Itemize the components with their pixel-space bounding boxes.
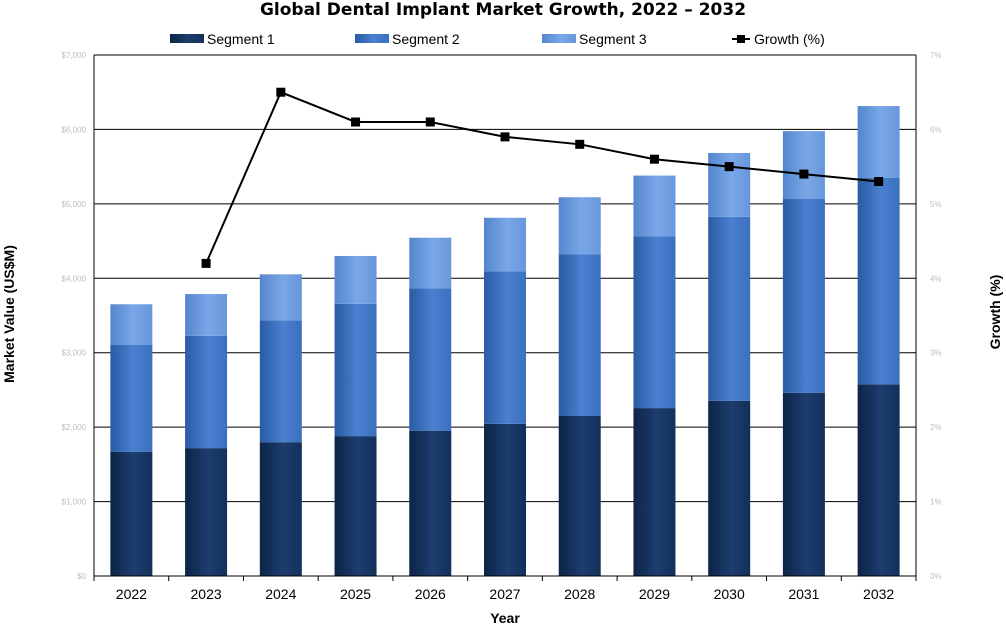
bar-segment-2 — [857, 177, 900, 385]
x-tick-label: 2028 — [564, 586, 595, 602]
y-tick-label: $4,000 — [62, 274, 87, 283]
x-tick-label: 2031 — [788, 586, 819, 602]
bar-segment-2 — [409, 288, 452, 431]
bar-segment-2 — [334, 303, 377, 437]
growth-point — [201, 258, 211, 268]
y-tick-label: $5,000 — [62, 200, 87, 209]
y2-tick-label: 3% — [930, 349, 942, 358]
growth-line-path — [205, 90, 879, 264]
growth-point — [575, 139, 585, 149]
bar-segment-1 — [558, 415, 601, 576]
x-tick-label: 2023 — [191, 586, 222, 602]
legend-label: Segment 1 — [207, 31, 275, 47]
axes: 2022 2023 2024 2025 2026 2027 2028 2029 2030 2031… — [93, 55, 917, 602]
bar-segment-3 — [110, 304, 153, 345]
bar-segment-1 — [409, 430, 452, 576]
growth-point — [799, 169, 809, 179]
bar-segment-2 — [185, 335, 228, 449]
bar-segment-3 — [558, 197, 601, 255]
x-tick-label: 2024 — [265, 586, 296, 602]
bar-segment-2 — [558, 254, 601, 416]
legend-swatch-segment-3 — [542, 34, 576, 43]
bar-segment-1 — [110, 451, 153, 576]
bar-segment-3 — [409, 237, 452, 289]
bar-segment-2 — [708, 216, 751, 401]
y-tick-label: $1,000 — [62, 498, 87, 507]
x-tick-label: 2026 — [415, 586, 446, 602]
bar-segment-1 — [259, 442, 302, 576]
legend: Segment 1 Segment 2 Segment 3 Growth (%) — [170, 31, 825, 47]
y-tick-label: $7,000 — [62, 51, 87, 60]
legend-swatch-segment-1 — [170, 34, 204, 43]
bar-segment-1 — [185, 448, 228, 576]
bar-segment-1 — [633, 408, 676, 576]
legend-label: Growth (%) — [754, 31, 825, 47]
bar-segment-3 — [633, 175, 676, 237]
bar-segment-3 — [259, 274, 302, 321]
growth-line — [201, 87, 884, 268]
x-tick-label: 2027 — [489, 586, 520, 602]
y2-tick-label: 2% — [930, 423, 942, 432]
y2-tick-label: 4% — [930, 274, 942, 283]
y2-tick-label: 7% — [930, 51, 942, 60]
growth-point — [425, 117, 435, 127]
growth-point — [276, 87, 286, 97]
bar-segment-1 — [708, 400, 751, 576]
bar-segment-3 — [185, 294, 228, 336]
y-axis-title: Market Value (US$M) — [1, 245, 17, 383]
bar-segment-2 — [633, 236, 676, 409]
y-tick-label: $6,000 — [62, 125, 87, 134]
growth-point — [500, 132, 510, 142]
bar-segment-1 — [484, 423, 526, 576]
growth-point — [649, 154, 659, 164]
x-tick-label: 2029 — [639, 586, 670, 602]
legend-label: Segment 3 — [579, 31, 647, 47]
growth-point — [724, 162, 734, 172]
bar-segment-2 — [484, 271, 526, 424]
y2-tick-label: 5% — [930, 200, 942, 209]
bar-segment-2 — [782, 199, 825, 393]
bar-segment-1 — [782, 392, 825, 576]
legend-marker-growth — [737, 35, 745, 43]
bar-segment-1 — [334, 436, 377, 576]
bar-segment-2 — [110, 344, 153, 452]
bar-segment-3 — [782, 131, 825, 200]
y-tick-label: $3,000 — [62, 349, 87, 358]
y2-tick-label: 1% — [930, 498, 942, 507]
y-tick-label: $2,000 — [62, 423, 87, 432]
legend-label: Segment 2 — [392, 31, 460, 47]
growth-point — [874, 177, 884, 187]
bar-segment-3 — [857, 106, 900, 178]
y2-axis-title: Growth (%) — [987, 275, 1003, 350]
growth-point — [351, 117, 361, 127]
bar-segment-1 — [857, 384, 900, 576]
bars — [110, 106, 900, 576]
chart-title: Global Dental Implant Market Growth, 202… — [260, 0, 746, 20]
y2-tick-label: 0% — [930, 572, 942, 581]
x-tick-label: 2025 — [340, 586, 371, 602]
x-tick-label: 2030 — [714, 586, 745, 602]
y-tick-label: $0 — [77, 572, 86, 581]
x-tick-label: 2022 — [116, 586, 147, 602]
y2-tick-label: 6% — [930, 125, 942, 134]
bar-segment-3 — [334, 255, 377, 304]
bar-segment-3 — [484, 217, 526, 272]
x-tick-label: 2032 — [863, 586, 894, 602]
bar-segment-2 — [259, 320, 302, 443]
legend-swatch-segment-2 — [355, 34, 389, 43]
x-axis-title: Year — [490, 610, 520, 624]
